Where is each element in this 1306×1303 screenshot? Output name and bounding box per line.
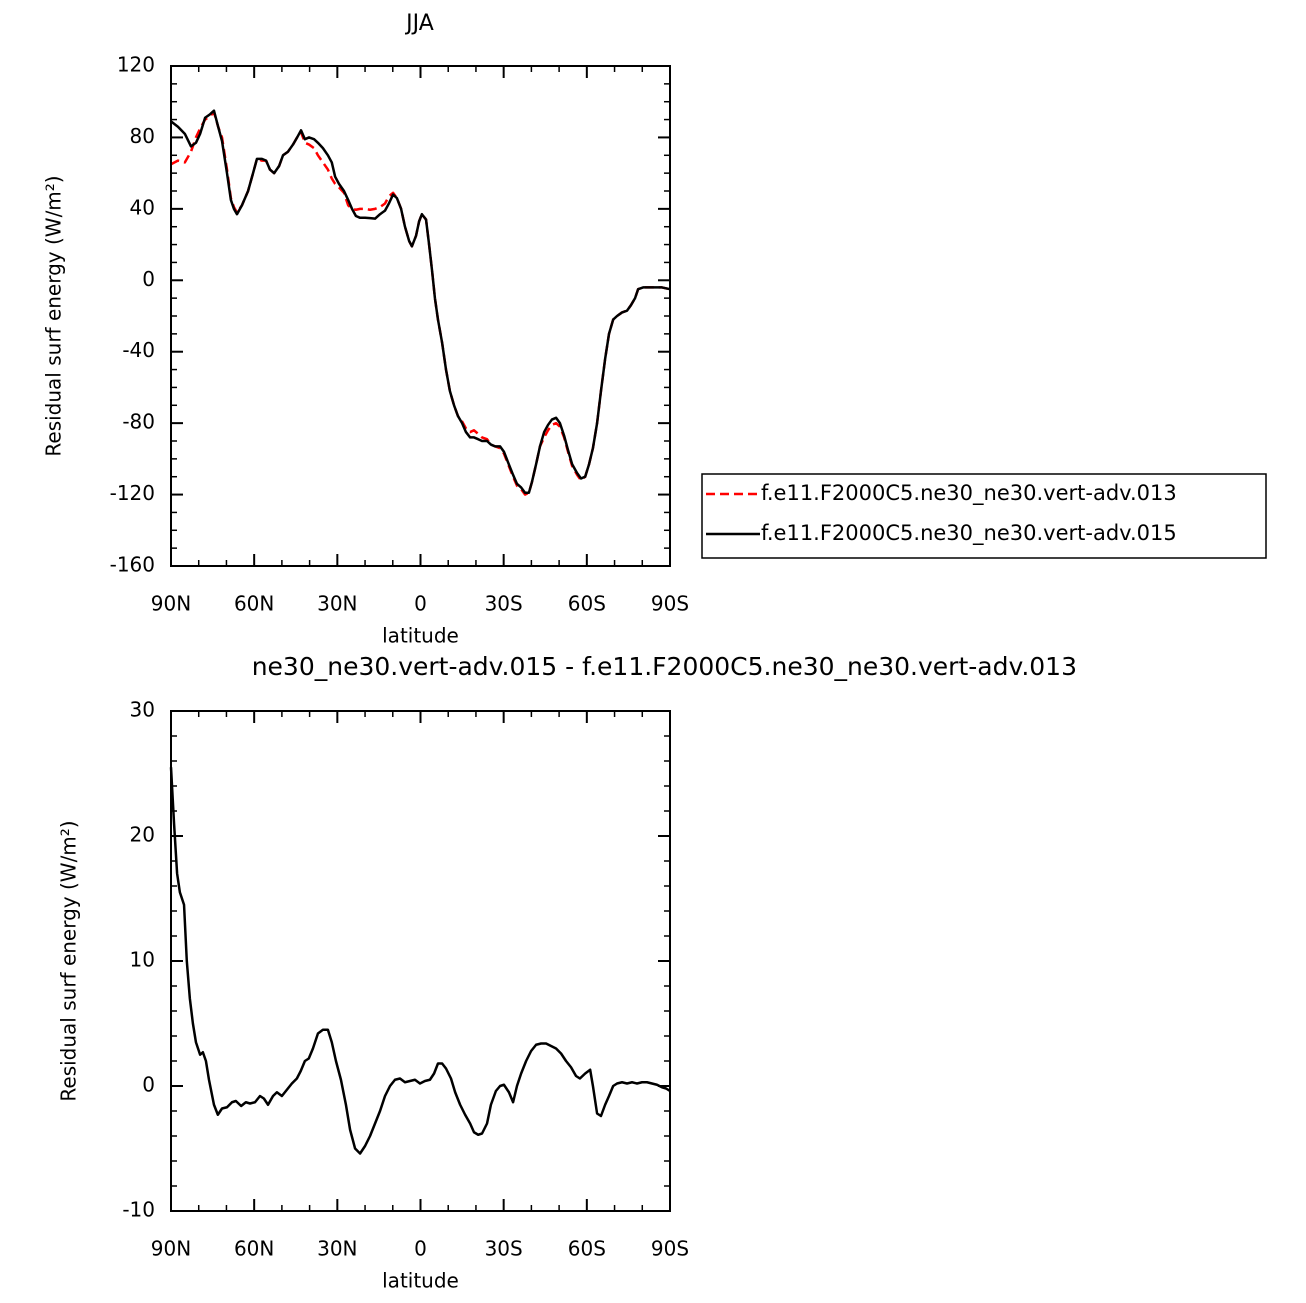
y-tick-label: -10 (122, 1198, 155, 1222)
y-tick-label: -40 (122, 338, 155, 362)
x-tick-label: 30N (317, 1237, 357, 1261)
x-tick-label: 30S (485, 592, 523, 616)
x-tick-label: 60N (234, 592, 274, 616)
x-tick-label: 90N (151, 592, 191, 616)
plot-frame (170, 65, 671, 567)
y-tick-label: 20 (130, 823, 155, 847)
y-tick-label: -80 (122, 410, 155, 434)
y-tick-label: 0 (142, 267, 155, 291)
chart-title: JJA (404, 11, 434, 36)
x-tick-label: 60S (568, 1237, 606, 1261)
y-tick-label: 80 (130, 124, 155, 148)
x-tick-label: 90S (651, 1237, 689, 1261)
plot-frame (170, 710, 671, 1212)
x-tick-label: 30S (485, 1237, 523, 1261)
legend-box (701, 473, 1267, 559)
data-line (169, 767, 671, 1155)
legend-label: f.e11.F2000C5.ne30_ne30.vert-adv.013 (761, 481, 1177, 506)
x-tick-label: 60N (234, 1237, 274, 1261)
x-tick-label: 90N (151, 1237, 191, 1261)
x-tick-label: 60S (568, 592, 606, 616)
x-tick-label: 90S (651, 592, 689, 616)
y-axis-label: Residual surf energy (W/m²) (57, 820, 81, 1101)
y-tick-label: 10 (130, 948, 155, 972)
y-axis-label: Residual surf energy (W/m²) (42, 175, 66, 456)
y-tick-label: 120 (117, 53, 155, 77)
x-tick-label: 0 (414, 1237, 427, 1261)
chart-title: ne30_ne30.vert-adv.015 - f.e11.F2000C5.n… (252, 652, 1077, 681)
x-axis-label: latitude (382, 1269, 459, 1293)
x-tick-label: 0 (414, 592, 427, 616)
y-tick-label: 30 (130, 698, 155, 722)
y-tick-label: 0 (142, 1073, 155, 1097)
x-axis-label: latitude (382, 624, 459, 648)
x-tick-label: 30N (317, 592, 357, 616)
y-tick-label: 40 (130, 195, 155, 219)
y-tick-label: -160 (110, 553, 155, 577)
legend-label: f.e11.F2000C5.ne30_ne30.vert-adv.015 (761, 521, 1177, 546)
data-line (170, 109, 671, 495)
y-tick-label: -120 (110, 481, 155, 505)
